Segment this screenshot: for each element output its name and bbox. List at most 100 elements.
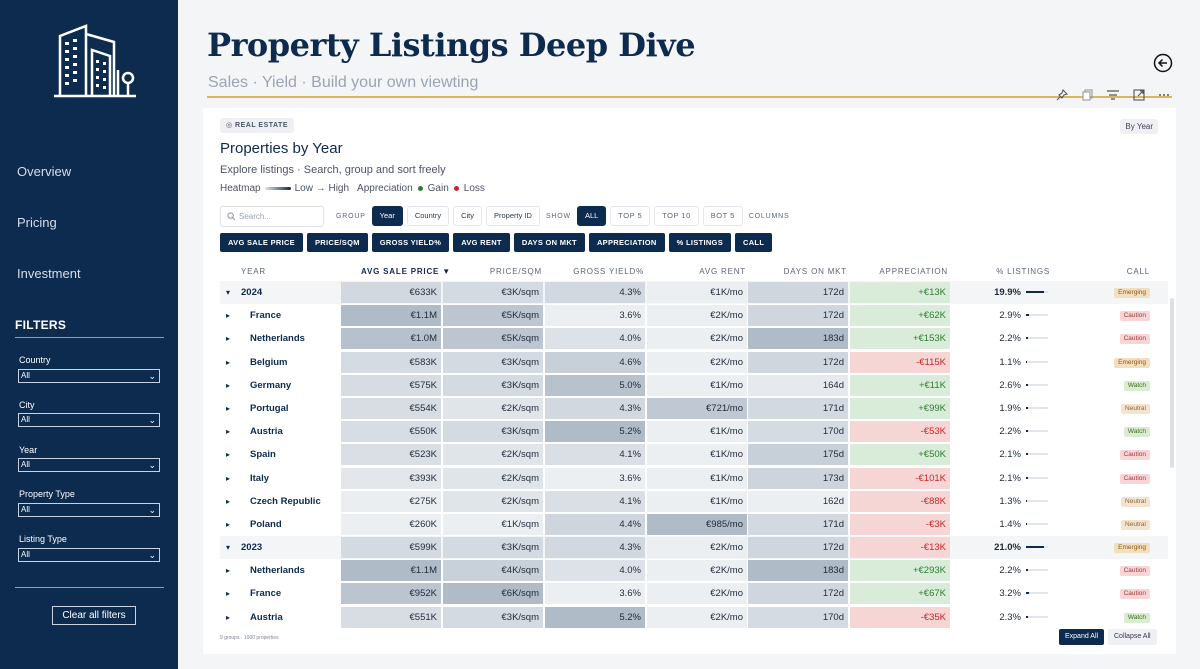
col-header-avg-rent[interactable]: AVG RENT [699, 267, 746, 276]
nav-pricing[interactable]: Pricing [17, 215, 57, 230]
city-select[interactable]: All ⌄ [18, 413, 160, 427]
measure-appreciation[interactable]: APPRECIATION [588, 233, 665, 252]
search-input[interactable]: Search... [220, 205, 324, 227]
expand-row-icon[interactable]: ▸ [226, 519, 231, 529]
collapse-row-icon[interactable]: ▾ [226, 543, 231, 553]
country-select[interactable]: All ⌄ [18, 369, 160, 383]
pct-listings-cell: 19.9% [994, 287, 1021, 298]
yield-cell: 4.0% [545, 328, 645, 350]
measure-pct-listings[interactable]: % LISTINGS [668, 233, 731, 252]
expand-row-icon[interactable]: ▸ [226, 566, 231, 576]
expand-row-icon[interactable]: ▸ [226, 334, 231, 344]
measure-avg-sale-price[interactable]: AVG SALE PRICE [220, 233, 303, 252]
table-row[interactable]: ▾ 2024 €633K €3K/sqm 4.3% €1K/mo 172d +€13K 19.9… [220, 281, 1168, 305]
table-row[interactable]: ▸ Austria €550K €3K/sqm 5.2% €1K/mo 170d -€53K 2… [220, 420, 1168, 443]
expand-row-icon[interactable]: ▸ [226, 496, 231, 506]
focus-mode-icon[interactable] [1132, 88, 1146, 102]
col-header-call[interactable]: CALL [1126, 267, 1150, 276]
property-type-select[interactable]: All ⌄ [18, 503, 160, 517]
col-header-pct-listings[interactable]: % LISTINGS [996, 267, 1050, 276]
col-header-days-on-mkt[interactable]: DAYS ON MKT [783, 267, 847, 276]
col-header-appreciation[interactable]: APPRECIATION [879, 267, 948, 276]
table-row[interactable]: ▸ Netherlands €1.0M €5K/sqm 4.0% €2K/mo 183d +€… [220, 327, 1168, 350]
expand-row-icon[interactable]: ▸ [226, 311, 231, 321]
col-header-avg-sale-price[interactable]: AVG SALE PRICE ▼ [361, 267, 451, 276]
show-all-chip[interactable]: ALL [576, 206, 607, 226]
copy-icon[interactable] [1081, 88, 1095, 102]
appreciation-cell: +€62K [850, 305, 950, 327]
nav-investment[interactable]: Investment [17, 266, 81, 281]
appreciation-cell: +€50K [850, 444, 950, 466]
legend: Heatmap Low → High Appreciation Gain Los… [220, 183, 485, 194]
pct-listings-bar-fill [1026, 406, 1028, 409]
pct-listings-bar-fill [1026, 569, 1028, 572]
col-header-gross-yield[interactable]: GROSS YIELD% [573, 267, 644, 276]
clear-filters-button[interactable]: Clear all filters [52, 606, 136, 625]
group-city-chip[interactable]: City [453, 206, 483, 226]
table-row[interactable]: ▸ Belgium €583K €3K/sqm 4.6% €2K/mo 172d -€115K… [220, 351, 1168, 374]
table-row[interactable]: ▸ Czech Republic €275K €2K/sqm 4.1% €1K/mo 162… [220, 490, 1168, 513]
group-year-chip[interactable]: Year [371, 206, 403, 226]
table-row[interactable]: ▸ Portugal €554K €2K/sqm 4.3% €721/mo 171d +€99… [220, 397, 1168, 420]
filter-icon[interactable] [1106, 88, 1120, 102]
measure-call[interactable]: CALL [735, 233, 773, 252]
chevron-down-icon: ⌄ [148, 371, 156, 381]
sqm-cell: €3K/sqm [443, 374, 543, 396]
col-header-price-sqm[interactable]: PRICE/SQM [489, 267, 542, 276]
building-logo-icon [54, 24, 136, 98]
measure-price-sqm[interactable]: PRICE/SQM [307, 233, 368, 252]
property-type-select-value: All [21, 505, 30, 514]
expand-row-icon[interactable]: ▸ [226, 380, 231, 390]
expand-row-icon[interactable]: ▸ [226, 357, 231, 367]
table-row[interactable]: ▸ Italy €393K €2K/sqm 3.6% €1K/mo 173d -€101K 2.… [220, 467, 1168, 490]
rent-cell: €985/mo [647, 513, 747, 535]
show-top5-chip[interactable]: TOP 5 [610, 206, 651, 226]
page-title: Property Listings Deep Dive [207, 26, 696, 64]
table-row[interactable]: ▸ Germany €575K €3K/sqm 5.0% €1K/mo 164d +€11K 2… [220, 374, 1168, 397]
yield-cell: 5.2% [545, 421, 645, 443]
measure-avg-rent[interactable]: AVG RENT [453, 233, 510, 252]
expand-row-icon[interactable]: ▸ [226, 473, 231, 483]
yield-cell: 4.3% [545, 397, 645, 419]
table-row[interactable]: ▸ Netherlands €1.1M €4K/sqm 4.0% €2K/mo 183d +€… [220, 559, 1168, 582]
show-bot5-chip[interactable]: BOT 5 [702, 206, 743, 226]
expand-row-icon[interactable]: ▸ [226, 612, 231, 622]
search-icon [227, 211, 236, 220]
days-cell: 172d [748, 282, 848, 303]
columns-label: COLUMNS [748, 212, 790, 220]
more-options-icon[interactable] [1157, 88, 1171, 102]
expand-row-icon[interactable]: ▸ [226, 427, 231, 437]
collapse-row-icon[interactable]: ▾ [226, 288, 231, 297]
row-label: France [250, 310, 282, 322]
group-property-id-chip[interactable]: Property ID [486, 206, 540, 226]
table-row[interactable]: ▸ France €1.1M €5K/sqm 3.6% €2K/mo 172d +€62K 2.… [220, 304, 1168, 327]
table-row[interactable]: ▸ Spain €523K €2K/sqm 4.1% €1K/mo 175d +€50K 2.1… [220, 443, 1168, 466]
collapse-all-button[interactable]: Collapse All [1108, 629, 1157, 645]
measure-gross-yield[interactable]: GROSS YIELD% [371, 233, 450, 252]
price-cell: €575K [341, 374, 441, 396]
table-row[interactable]: ▾ 2023 €599K €3K/sqm 4.3% €2K/mo 172d -€13K 21.0… [220, 536, 1168, 560]
chevron-down-icon: ⌄ [148, 460, 156, 470]
table-row[interactable]: ▸ France €952K €6K/sqm 3.6% €2K/mo 172d +€67K 3.… [220, 582, 1168, 605]
table-scrollbar[interactable] [1170, 298, 1174, 468]
table-row[interactable]: ▸ Austria €551K €3K/sqm 5.2% €2K/mo 170d -€35K 2… [220, 606, 1168, 629]
expand-all-button[interactable]: Expand All [1059, 629, 1105, 645]
pct-listings-bar [1026, 406, 1048, 409]
row-label: Belgium [250, 356, 288, 368]
table-row[interactable]: ▸ Poland €260K €1K/sqm 4.4% €985/mo 171d -€3K 1.… [220, 513, 1168, 536]
col-header-year[interactable]: YEAR [241, 267, 266, 276]
pin-icon[interactable] [1055, 88, 1069, 102]
days-cell: 162d [748, 490, 848, 512]
expand-row-icon[interactable]: ▸ [226, 450, 231, 460]
nav-overview[interactable]: Overview [17, 164, 72, 179]
group-country-chip[interactable]: Country [406, 206, 450, 226]
year-select[interactable]: All ⌄ [18, 458, 160, 472]
measure-days-on-mkt[interactable]: DAYS ON MKT [513, 233, 585, 252]
show-top10-chip[interactable]: TOP 10 [654, 206, 699, 226]
back-arrow-icon[interactable] [1153, 53, 1173, 73]
listing-type-select[interactable]: All ⌄ [18, 548, 160, 562]
row-label: Portugal [250, 402, 289, 414]
expand-row-icon[interactable]: ▸ [226, 589, 231, 599]
view-toggle-button[interactable]: By Year [1120, 119, 1158, 134]
expand-row-icon[interactable]: ▸ [226, 403, 231, 413]
